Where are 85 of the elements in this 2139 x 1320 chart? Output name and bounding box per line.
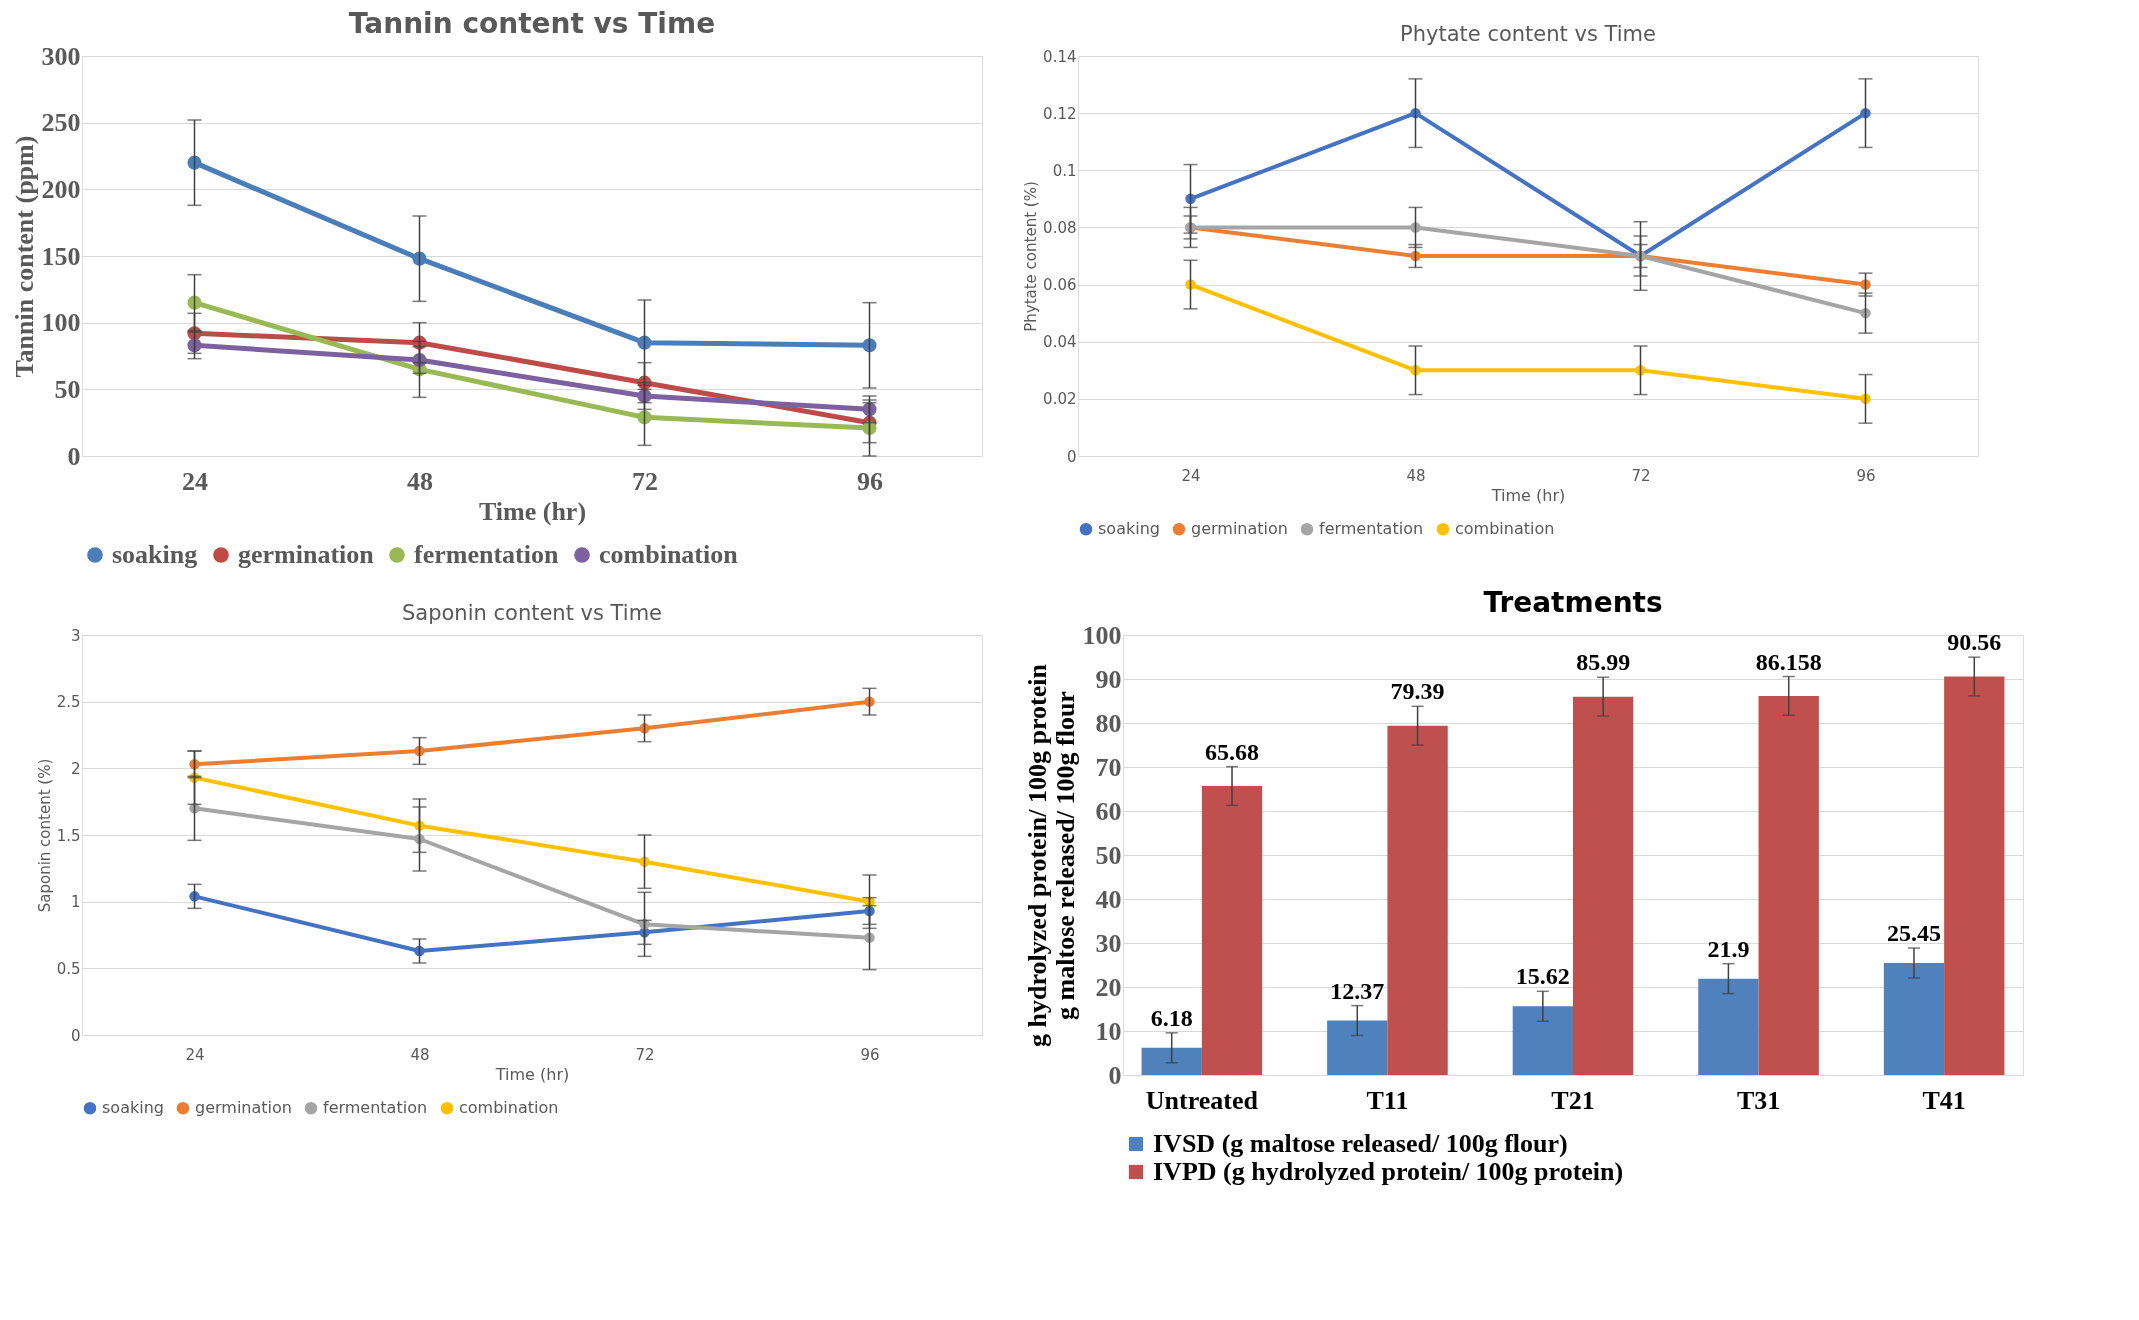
y-tick-label: 0 [70,1026,81,1045]
y-tick-label: 150 [41,241,81,271]
x-tick-label: 96 [1856,466,1876,485]
y-tick-label: 80 [1095,708,1122,738]
y-tick-label: 10 [1095,1016,1122,1046]
legend-label: fermentation [1319,519,1424,539]
y-tick-label: 2.5 [56,693,81,712]
y-tick-label: 300 [41,41,81,71]
chart-title: Tannin content vs Time [348,7,716,40]
y-tick-label: 0 [67,441,81,471]
legend-label: soaking [1098,519,1160,539]
x-axis-title: Time (hr) [478,496,587,526]
y-tick-label: 1 [70,893,81,912]
y-tick-label: 0.5 [56,959,81,978]
chart-title: Saponin content vs Time [401,601,663,625]
legend-label: soaking [102,1098,164,1118]
y-tick-label: 0.04 [1043,333,1077,352]
x-tick-label: 72 [1631,466,1651,485]
y-tick-label: 0.12 [1043,104,1077,123]
y-tick-label: 0.08 [1043,218,1077,237]
x-tick-label: T41 [1922,1085,1966,1115]
y-tick-label: 1.5 [56,826,81,845]
x-tick-label: 72 [632,466,658,496]
legend-label: combination [1455,519,1555,539]
x-tick-label: 24 [182,466,208,496]
y-tick-label: 50 [1095,840,1122,870]
y-tick-label: 200 [41,174,81,204]
data-label: 79.39 [1390,678,1445,705]
chart-title: Phytate content vs Time [1400,22,1656,46]
legend-label: germination [238,540,375,569]
y-tick-label: 0.14 [1043,47,1077,66]
legend-label: combination [599,540,739,569]
x-tick-label: 72 [635,1045,655,1064]
data-label: 15.62 [1515,963,1570,990]
y-tick-label: 2 [70,759,81,778]
data-label: 12.37 [1330,977,1385,1004]
y-axis-title: Saponin content (%) [35,758,54,913]
x-axis-title: Time (hr) [494,1064,570,1084]
data-label: 85.99 [1576,649,1631,676]
x-tick-label: T31 [1736,1085,1781,1115]
legend-label: IVSD (g maltose released/ 100g flour) [1153,1129,1568,1158]
y-tick-label: 100 [1082,620,1122,650]
y-tick-label: 3 [70,626,81,645]
legend-label: germination [1191,519,1288,539]
y-tick-label: 0 [1066,447,1077,466]
legend-label: fermentation [323,1098,428,1118]
legend-label: combination [459,1098,559,1118]
y-tick-label: 20 [1095,972,1122,1002]
data-label: 25.45 [1886,920,1941,947]
x-tick-label: 96 [857,466,883,496]
legend-label: soaking [112,540,198,569]
y-tick-label: 250 [41,108,81,138]
y-tick-label: 90 [1095,664,1122,694]
data-label: 21.9 [1707,935,1750,962]
x-axis-title: Time (hr) [1490,485,1566,505]
x-tick-label: 48 [1406,466,1426,485]
x-tick-label: 96 [860,1045,880,1064]
y-axis-title: Phytate content (%) [1022,181,1041,332]
x-tick-label: T11 [1366,1085,1409,1115]
chart-title: Treatments [1483,586,1663,619]
x-tick-label: 24 [185,1045,205,1064]
data-label: 86.158 [1755,648,1822,675]
x-tick-label: 48 [407,466,433,496]
y-tick-label: 30 [1095,928,1122,958]
x-tick-label: 24 [1181,466,1201,485]
y-tick-label: 50 [54,374,81,404]
legend-label: IVPD (g hydrolyzed protein/ 100g protein) [1153,1157,1624,1186]
x-tick-label: T21 [1551,1085,1595,1115]
y-tick-label: 60 [1095,796,1122,826]
y-tick-label: 0.06 [1043,276,1077,295]
y-axis-title: Tannin content (ppm) [9,135,39,378]
y-tick-label: 70 [1095,752,1122,782]
y-tick-label: 100 [41,308,81,338]
x-tick-label: 48 [410,1045,430,1064]
y-tick-label: 0.02 [1043,390,1077,409]
y-axis-title: g hydrolyzed protein/ 100g protein g maltose released/ 100g flour [1022,663,1080,1047]
legend-label: germination [195,1098,292,1118]
y-tick-label: 0.1 [1052,161,1077,180]
data-label: 6.18 [1150,1004,1193,1031]
data-label: 90.56 [1947,629,2002,656]
y-tick-label: 40 [1095,884,1122,914]
legend-label: fermentation [414,540,559,569]
y-tick-label: 0 [1108,1060,1122,1090]
data-label: 65.68 [1205,738,1260,765]
x-tick-label: Untreated [1145,1085,1259,1115]
